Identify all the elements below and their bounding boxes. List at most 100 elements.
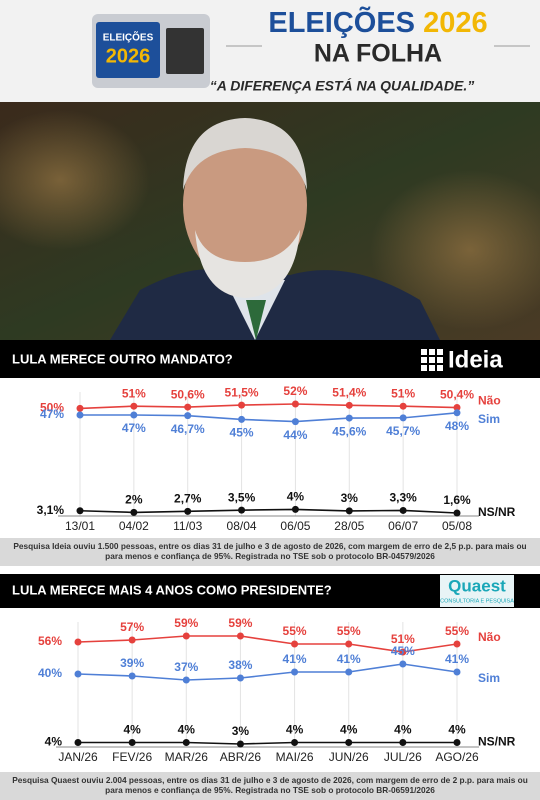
data-label: 3% [341, 491, 359, 505]
brand-box [440, 575, 514, 607]
hair [183, 118, 307, 190]
point [128, 739, 136, 746]
chart-title: LULA MERECE MAIS 4 ANOS COMO PRESIDENTE? [12, 582, 332, 597]
x-tick-label: MAI/26 [276, 750, 314, 764]
point [236, 674, 244, 682]
data-label: 55% [445, 624, 469, 638]
point [291, 418, 299, 426]
data-label: 57% [120, 620, 144, 634]
logo-line2: 2026 [106, 45, 151, 67]
point [130, 411, 138, 419]
chart-header [0, 340, 540, 378]
data-label: 39% [120, 656, 144, 670]
series-line [79, 508, 458, 514]
point [399, 414, 407, 422]
series-line [80, 412, 458, 423]
point [291, 400, 299, 408]
data-label: 4% [340, 723, 358, 737]
data-label: 41% [445, 652, 469, 666]
data-label: 51% [391, 386, 415, 400]
series-name: Sim [478, 671, 500, 685]
point [184, 412, 192, 420]
point [453, 640, 461, 648]
point [236, 632, 244, 640]
data-label: 59% [174, 616, 198, 630]
x-tick-label: 11/03 [173, 519, 202, 533]
point [74, 739, 82, 746]
data-label: 56% [38, 634, 62, 648]
series-name: Não [478, 394, 501, 408]
ballot-keypad [166, 28, 204, 74]
data-label: 55% [337, 624, 361, 638]
point [238, 415, 246, 423]
point [345, 401, 353, 409]
data-label: 3,1% [37, 503, 65, 517]
data-label: 2,7% [174, 492, 202, 506]
brand-tagline: CONSULTORIA E PESQUISA [440, 598, 514, 604]
point [238, 401, 246, 409]
data-label: 47% [122, 421, 146, 435]
data-label: 4% [123, 723, 141, 737]
suit [110, 269, 440, 340]
point [291, 640, 299, 648]
point [399, 506, 407, 514]
data-label: 3,3% [389, 491, 417, 505]
data-label: 3% [232, 724, 250, 738]
point [453, 404, 461, 412]
x-tick-label: 13/01 [65, 519, 95, 533]
x-tick-label: AGO/26 [435, 750, 479, 764]
point [184, 507, 192, 515]
header-slogan: “A DIFERENÇA ESTÁ NA QUALIDADE.” [210, 78, 474, 94]
point [399, 739, 407, 746]
data-label: 2% [125, 493, 143, 507]
photo [0, 102, 540, 340]
header-bg [0, 0, 540, 102]
series-name: Sim [478, 412, 500, 426]
brand: Quaest [448, 576, 506, 595]
point [182, 632, 190, 640]
header-subtitle: NA FOLHA [314, 40, 442, 68]
logo-line1: ELEIÇÕES [103, 31, 154, 44]
point [184, 403, 192, 411]
data-label: 55% [283, 624, 307, 638]
x-tick-label: JUN/26 [329, 750, 369, 764]
data-label: 50,4% [440, 388, 474, 402]
title-word: ELEIÇÕES [268, 5, 415, 39]
point [453, 668, 461, 676]
spacer [0, 566, 540, 574]
point [399, 660, 407, 668]
point [291, 505, 299, 513]
data-label: 45% [391, 644, 415, 658]
point [453, 739, 461, 746]
photo-blur [0, 110, 150, 250]
series-name: Não [478, 630, 501, 644]
x-tick-label: 08/04 [227, 519, 257, 533]
chart-note: Pesquisa Ideia ouviu 1.500 pessoas, entr… [13, 541, 527, 561]
series-line [77, 663, 458, 681]
x-tick-label: ABR/26 [220, 750, 262, 764]
data-label: 4% [394, 723, 412, 737]
data-label: 4% [178, 723, 196, 737]
point [76, 507, 84, 515]
data-label: 51% [122, 386, 146, 400]
header-title: ELEIÇÕES 2026 [268, 5, 487, 39]
point [345, 414, 353, 422]
x-tick-label: 06/05 [280, 519, 310, 533]
data-label: 41% [283, 652, 307, 666]
x-tick-label: MAR/26 [165, 750, 209, 764]
brand-icon [421, 349, 443, 371]
photo-blur [370, 170, 540, 330]
data-label: 46,7% [171, 422, 205, 436]
data-label: 52% [283, 384, 307, 398]
series-line [78, 741, 457, 745]
data-label: 4% [286, 723, 304, 737]
tie [246, 300, 266, 340]
point [345, 507, 353, 515]
x-tick-label: 06/07 [388, 519, 418, 533]
data-label: 4% [287, 490, 305, 504]
point [345, 640, 353, 648]
data-label: 4% [448, 723, 466, 737]
series-line [77, 635, 458, 653]
